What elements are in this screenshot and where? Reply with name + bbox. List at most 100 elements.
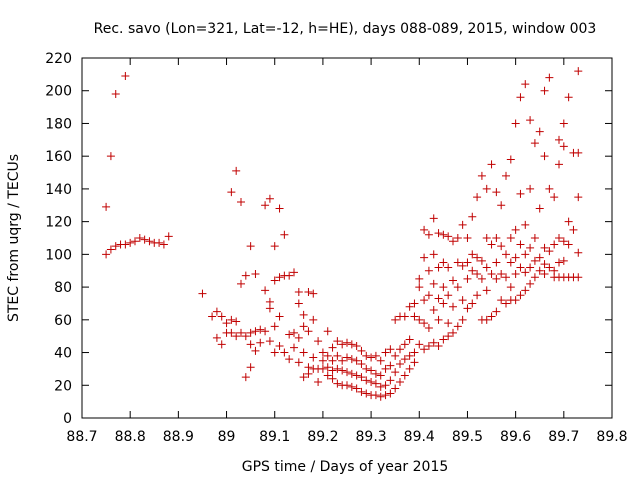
data-point [285, 355, 294, 364]
data-point [246, 242, 255, 251]
data-point [352, 356, 361, 365]
data-point [256, 325, 265, 334]
data-point [333, 351, 342, 360]
data-point [270, 322, 279, 331]
data-point [338, 340, 347, 349]
data-points [102, 67, 583, 401]
data-point [405, 302, 414, 311]
data-point [458, 220, 467, 229]
data-point [420, 253, 429, 262]
data-point [492, 307, 501, 316]
data-point [126, 238, 135, 247]
data-point [367, 353, 376, 362]
data-point [241, 332, 250, 341]
data-point [530, 139, 539, 148]
data-point [559, 142, 568, 151]
data-point [555, 135, 563, 144]
data-point [270, 348, 279, 357]
data-point [540, 270, 549, 278]
data-point [222, 319, 231, 328]
y-tick-label: 120 [45, 215, 72, 231]
data-point [487, 160, 496, 169]
data-point [294, 288, 303, 296]
data-point [415, 274, 424, 283]
data-point [376, 382, 385, 391]
data-point [506, 155, 515, 164]
data-point [444, 232, 453, 241]
data-point [304, 369, 313, 378]
data-point [275, 342, 284, 350]
data-point [463, 274, 472, 283]
data-point [415, 315, 424, 324]
data-point [347, 355, 356, 364]
data-point [516, 93, 525, 102]
data-point [535, 204, 544, 213]
data-point [468, 299, 477, 308]
data-point [574, 248, 583, 257]
data-point [502, 171, 510, 180]
data-point [424, 266, 433, 275]
data-point [482, 263, 491, 272]
data-point [540, 152, 549, 161]
data-point [487, 312, 496, 321]
data-point [424, 230, 433, 239]
data-point [540, 260, 549, 269]
data-point [468, 266, 477, 275]
data-point [212, 333, 221, 342]
data-point [458, 261, 467, 270]
data-point [328, 366, 337, 375]
data-point [559, 119, 568, 128]
data-point [497, 242, 506, 251]
data-point [477, 171, 486, 180]
data-point [564, 93, 573, 102]
data-point [227, 328, 236, 337]
data-point [521, 250, 530, 259]
data-point [502, 299, 510, 308]
data-point [516, 291, 525, 300]
data-point [405, 351, 414, 360]
data-point [415, 283, 424, 292]
data-point [261, 327, 270, 336]
data-point [217, 312, 226, 321]
data-point [314, 378, 323, 386]
data-point [497, 270, 506, 278]
data-point [232, 166, 241, 175]
data-point [521, 286, 530, 295]
data-point [473, 270, 482, 278]
x-axis-label: GPS time / Days of year 2015 [242, 459, 449, 475]
x-tick-label: 88.9 [163, 429, 194, 445]
data-point [251, 327, 260, 336]
y-axis-label: STEC from uqrg / TECUs [6, 154, 22, 322]
data-point [381, 381, 390, 390]
data-point [444, 319, 453, 328]
y-tick-label: 80 [54, 280, 72, 296]
data-point [343, 381, 351, 390]
data-point [449, 328, 457, 337]
data-point [309, 289, 318, 298]
data-point [492, 234, 501, 242]
data-point [357, 373, 366, 382]
data-point [468, 212, 477, 221]
data-point [521, 268, 530, 277]
data-point [396, 360, 404, 368]
data-point [111, 242, 120, 251]
data-point [477, 256, 486, 265]
x-tick-label: 89.8 [596, 429, 627, 445]
data-point [506, 258, 515, 267]
data-point [511, 119, 520, 128]
data-point [232, 317, 241, 326]
data-point [396, 378, 404, 386]
data-point [482, 234, 491, 242]
data-point [159, 240, 168, 249]
x-tick-label: 88.8 [115, 429, 146, 445]
data-point [145, 237, 154, 246]
data-point [275, 273, 284, 282]
data-point [497, 296, 506, 305]
x-axis: 88.7 88.8 88.9 89 89.1 89.2 89.3 89.4 89.5 89.6 89… [66, 58, 628, 445]
data-point [111, 90, 120, 98]
data-point [550, 240, 559, 249]
data-point [323, 327, 332, 336]
y-tick-label: 40 [54, 346, 72, 362]
data-point [275, 204, 284, 213]
